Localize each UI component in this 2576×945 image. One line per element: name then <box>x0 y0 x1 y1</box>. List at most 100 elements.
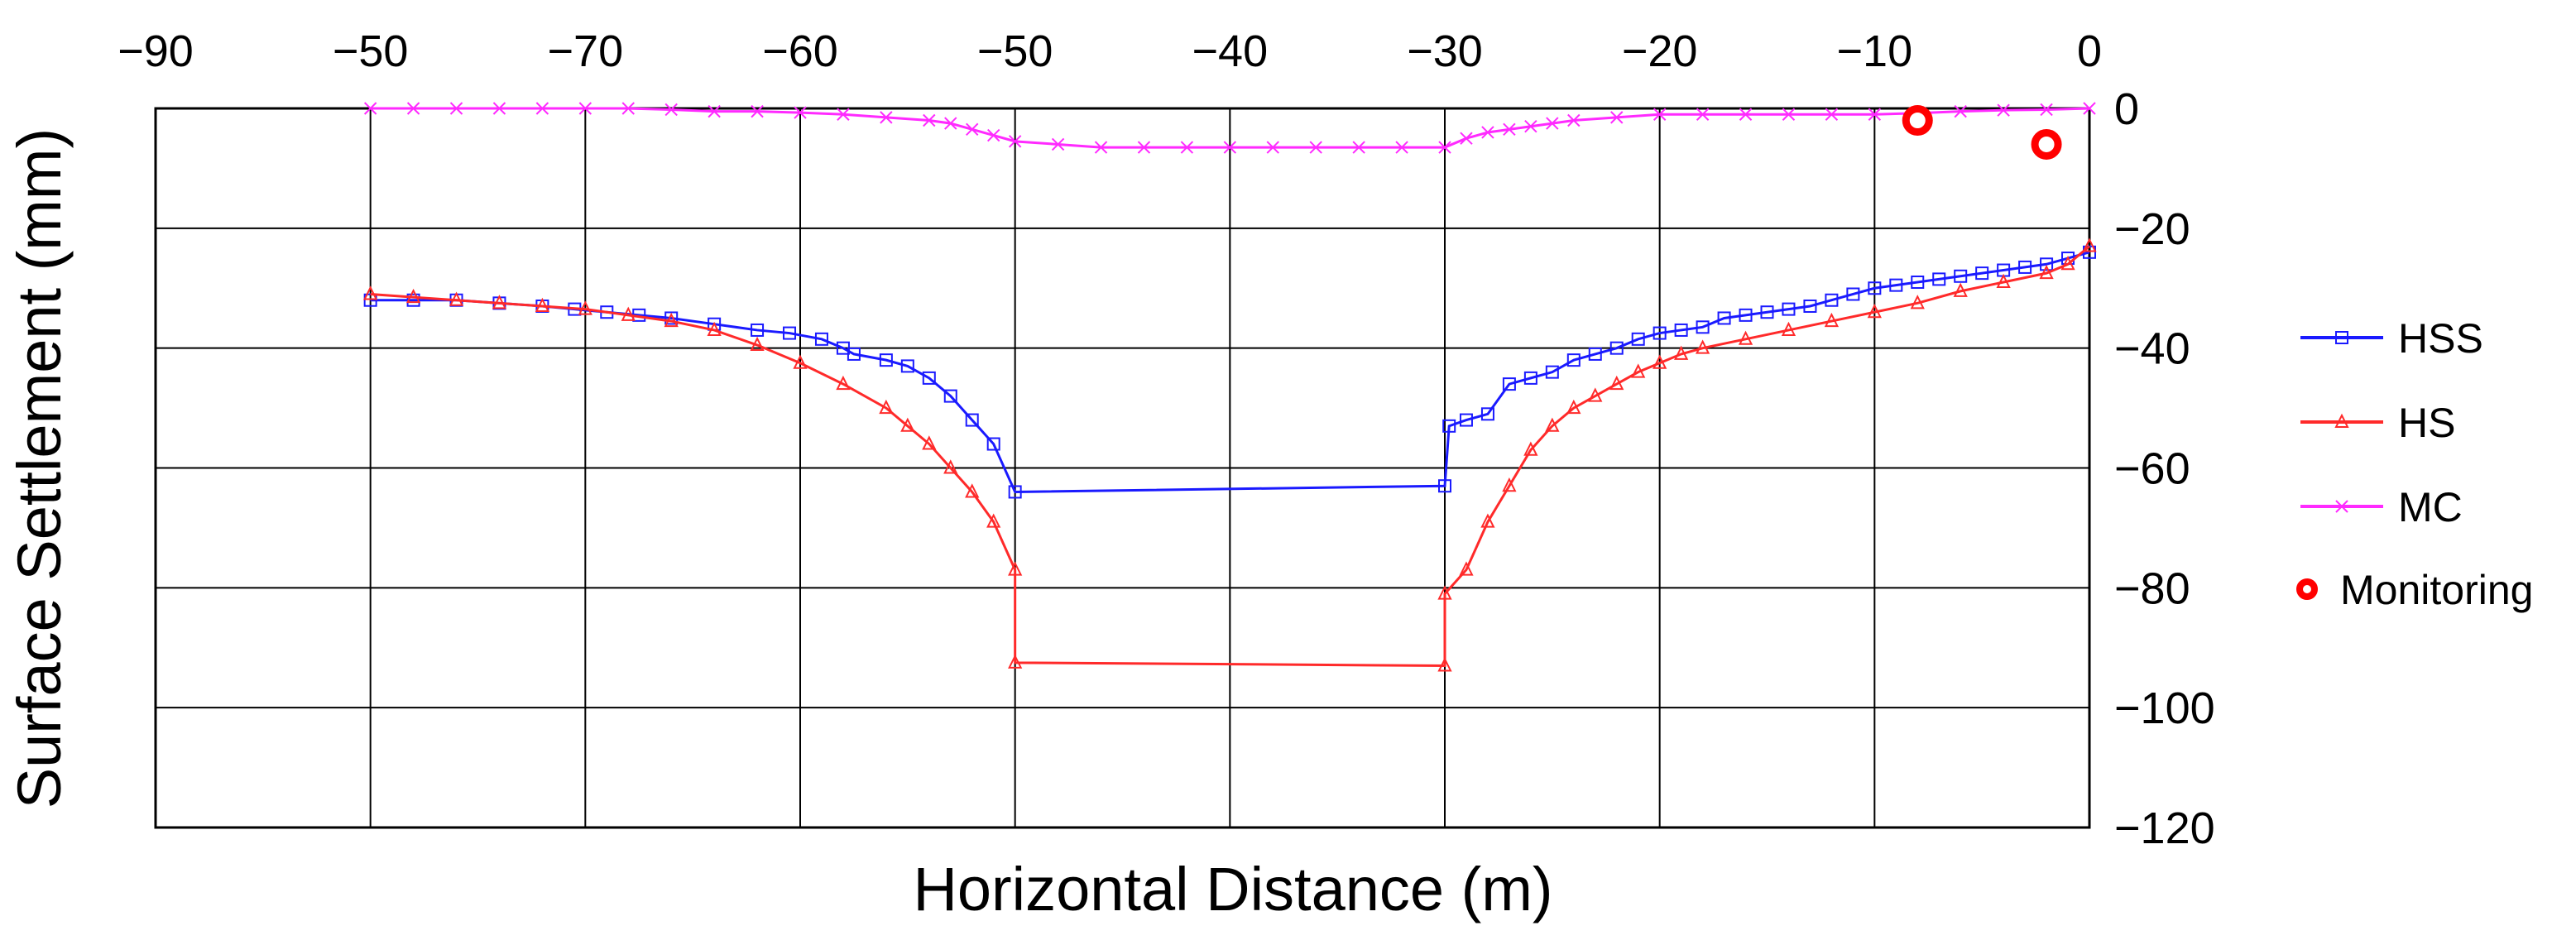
marker-stroke <box>751 104 764 118</box>
data-point-hs <box>1953 282 1968 297</box>
data-point-hs <box>986 513 1001 528</box>
marker-stroke <box>1696 108 1710 121</box>
y-tick-label: −100 <box>2114 684 2215 733</box>
data-point-hss <box>1846 287 1860 301</box>
data-point-hs <box>2060 256 2075 271</box>
data-point-hss <box>664 311 679 325</box>
legend-marker-monitoring <box>2296 578 2318 600</box>
x-tick-label: −60 <box>762 26 838 76</box>
data-point-mc <box>1223 141 1237 154</box>
x-tick-label: 0 <box>2077 26 2102 76</box>
data-point-mc <box>664 103 678 117</box>
marker-stroke <box>1094 141 1108 154</box>
marker-stroke <box>1653 108 1667 121</box>
x-tick-labels: −90 −50 −70 −60 −50 −40 −30 −20 −10 0 <box>118 26 2102 76</box>
data-point-hs <box>1480 513 1495 528</box>
marker-stroke <box>1352 141 1365 154</box>
x-tick-label: −40 <box>1192 26 1269 76</box>
data-point-hss <box>900 359 914 373</box>
x-tick-label: −20 <box>1622 26 1698 76</box>
data-point-hss <box>1502 377 1516 391</box>
data-point-hs <box>1910 295 1925 309</box>
data-point-hss <box>1954 269 1968 283</box>
data-point-hss <box>1653 326 1667 340</box>
marker-stroke <box>2040 103 2053 117</box>
y-tick-label: −40 <box>2114 324 2190 374</box>
marker-stroke <box>1868 108 1882 121</box>
marker-stroke <box>664 103 678 117</box>
data-point-mc <box>1546 117 1559 130</box>
data-point-hs <box>879 399 894 415</box>
data-point-hss <box>1588 347 1602 361</box>
marker-stroke <box>966 122 979 137</box>
data-point-hs <box>621 306 636 321</box>
data-point-hss <box>1868 281 1882 295</box>
marker-stroke <box>986 128 1000 142</box>
data-point-mc <box>492 102 506 115</box>
x-tick-label: −70 <box>548 26 624 76</box>
data-point-mc <box>1954 104 1967 118</box>
data-point-hss <box>1459 413 1473 427</box>
data-point-mc <box>751 104 764 118</box>
data-point-mc <box>1051 137 1065 151</box>
data-point-hss <box>1631 332 1645 346</box>
marker-stroke <box>1524 120 1537 133</box>
data-point-hss <box>1674 323 1688 337</box>
data-point-mc <box>363 102 377 115</box>
data-point-hs <box>1008 561 1023 576</box>
marker-stroke <box>1438 141 1451 154</box>
data-point-hs <box>707 321 722 336</box>
data-point-hss <box>1911 276 1925 290</box>
y-tick-label: −120 <box>2114 803 2215 853</box>
data-point-mc <box>1438 141 1451 154</box>
data-point-mc <box>406 102 420 115</box>
data-point-mc <box>2083 102 2096 115</box>
data-point-hss <box>922 371 936 385</box>
data-point-mc <box>1460 132 1473 145</box>
marker-stroke <box>1180 141 1194 154</box>
data-point-hs <box>664 312 679 328</box>
marker-stroke <box>2083 102 2096 115</box>
data-point-hs <box>1867 303 1882 319</box>
data-point-hs <box>492 295 507 309</box>
data-point-hs <box>1588 387 1603 402</box>
marker-stroke <box>578 102 592 115</box>
data-point-hss <box>1523 371 1537 385</box>
data-point-hss <box>1932 272 1946 286</box>
data-point-mc <box>837 108 850 121</box>
data-point-hss <box>986 437 1000 451</box>
marker-stroke <box>1481 126 1494 139</box>
marker-stroke <box>621 102 635 115</box>
marker-stroke <box>1460 132 1473 145</box>
data-point-hss <box>847 347 861 361</box>
data-point-hs <box>1502 477 1517 492</box>
marker-stroke <box>1137 141 1151 154</box>
marker-stroke <box>1954 104 1967 118</box>
data-point-hss <box>1760 305 1774 319</box>
data-point-hss <box>1975 266 1989 281</box>
series-monitoring <box>1902 104 2062 160</box>
marker-stroke <box>923 113 936 127</box>
marker-stroke <box>1546 117 1559 130</box>
legend-label-hss: HSS <box>2398 315 2483 362</box>
data-point-mc <box>1266 141 1279 154</box>
data-point-hss <box>1545 365 1559 379</box>
data-point-mc <box>1180 141 1194 154</box>
x-tick-label: −30 <box>1407 26 1483 76</box>
legend-item-hss: HSS <box>2300 315 2483 362</box>
data-point-hss <box>1696 320 1710 334</box>
y-tick-label: −80 <box>2114 564 2190 613</box>
marker-stroke <box>1825 108 1839 121</box>
data-point-hs <box>1437 657 1452 672</box>
data-point-mc <box>1352 141 1365 154</box>
data-point-mc <box>1309 141 1322 154</box>
data-point-mc <box>1094 141 1108 154</box>
data-point-mc <box>621 102 635 115</box>
marker-stroke <box>1503 122 1516 137</box>
data-point-hs <box>2039 264 2054 280</box>
data-point-mc <box>1008 135 1022 148</box>
data-point-mc <box>708 104 721 118</box>
data-point-mc <box>944 117 957 130</box>
x-tick-label: −50 <box>333 26 409 76</box>
